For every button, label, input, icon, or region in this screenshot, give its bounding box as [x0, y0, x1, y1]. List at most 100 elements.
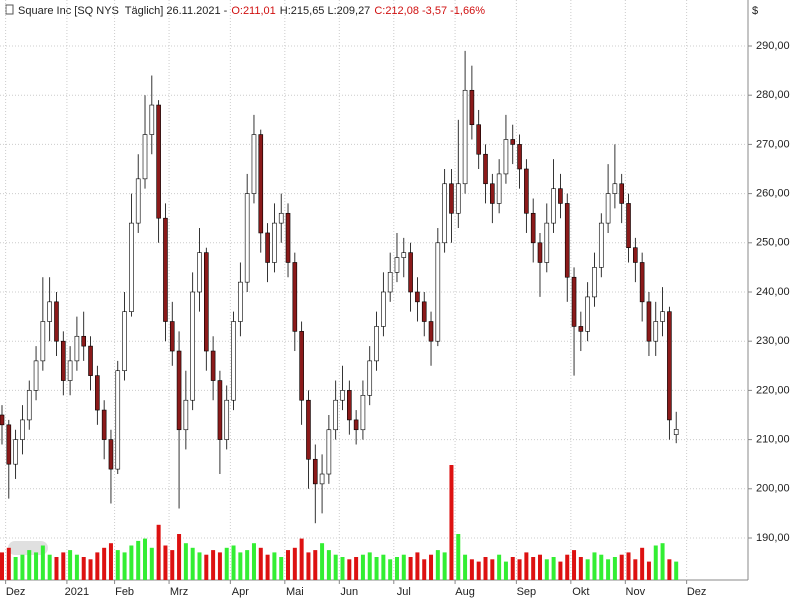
volume-bar: [490, 559, 495, 580]
candle-body: [578, 326, 584, 332]
header: Square Inc [SQ NYS Täglich] 26.11.2021 -…: [18, 5, 485, 17]
candle-body: [278, 212, 284, 224]
volume-bar: [292, 547, 297, 580]
volume-bar: [394, 557, 399, 580]
volume-bar: [129, 545, 134, 580]
volume-bar: [408, 557, 413, 580]
volume-bar: [565, 554, 570, 580]
volume-bar: [13, 557, 18, 580]
y-tick-label: 210,00: [756, 433, 790, 445]
header-title: Square Inc [SQ NYS Täglich] 26.11.2021 -: [18, 5, 228, 17]
y-tick-label: 190,00: [756, 532, 790, 544]
candle-body: [524, 168, 529, 214]
volume: [0, 465, 679, 580]
volume-bar: [483, 557, 488, 580]
volume-bar: [653, 545, 658, 580]
candle-body: [639, 262, 645, 303]
candle-body: [653, 321, 659, 342]
candle-body: [74, 335, 80, 362]
volume-bar: [429, 554, 434, 580]
candle-body: [626, 203, 631, 249]
candle-body: [251, 134, 257, 194]
candle-body: [149, 104, 155, 135]
volume-bar: [660, 543, 665, 580]
volume-bar: [211, 550, 216, 580]
volume-bar: [299, 538, 304, 580]
volume-bar: [272, 552, 277, 580]
volume-bar: [360, 554, 365, 580]
volume-bar: [74, 554, 79, 580]
candle-body: [176, 350, 182, 431]
labels: 190,00 200,00 210,00 220,00 230,00 240,00 250,…: [6, 40, 790, 598]
volume-bar: [367, 552, 372, 580]
volume-bar: [183, 543, 188, 580]
x-tick-label: Sep: [517, 586, 537, 598]
volume-bar: [640, 547, 645, 580]
candle-body: [244, 193, 250, 283]
volume-bar: [0, 552, 4, 580]
x-tick-label: Dez: [6, 586, 26, 598]
candle-body: [401, 252, 407, 258]
x-tick-label: Nov: [626, 586, 646, 598]
candle-body: [258, 134, 264, 234]
candle-body: [387, 272, 393, 293]
candle-body: [190, 291, 195, 401]
candle-body: [469, 89, 475, 126]
volume-bar: [667, 559, 672, 580]
volume-bar: [40, 545, 45, 580]
volume-bar: [619, 554, 624, 580]
volume-bar: [524, 552, 529, 580]
volume-bar: [326, 550, 331, 580]
volume-bar: [456, 534, 461, 580]
candle-body: [605, 193, 611, 224]
candle-body: [483, 153, 488, 185]
candle-body: [54, 301, 59, 342]
volume-bar: [258, 547, 263, 580]
volume-bar: [578, 557, 583, 580]
candle-body: [81, 335, 87, 347]
candle-body: [272, 222, 277, 263]
volume-bar: [340, 557, 345, 580]
volume-bar: [306, 552, 311, 580]
candle-body: [537, 242, 543, 263]
candle-body: [306, 399, 311, 460]
volume-bar: [136, 540, 141, 580]
candles: [0, 50, 679, 524]
volume-bar: [320, 543, 325, 580]
x-tick-label: Mai: [286, 586, 304, 598]
volume-bar: [469, 559, 474, 580]
volume-bar: [347, 559, 352, 580]
candle-body: [490, 183, 495, 204]
candle-body: [265, 232, 270, 263]
volume-bar: [333, 554, 338, 580]
volume-bar: [95, 552, 100, 580]
candle-body: [156, 104, 161, 219]
volume-bar: [190, 547, 195, 580]
volume-bar: [102, 547, 107, 580]
candle-body: [564, 203, 570, 278]
volume-bar: [646, 561, 651, 580]
volume-bar: [238, 552, 243, 580]
candle-body: [421, 301, 427, 322]
volume-bar: [449, 465, 454, 580]
grid: [0, 0, 752, 584]
volume-bar: [592, 552, 597, 580]
y-tick-label: 260,00: [756, 188, 790, 200]
volume-bar: [551, 557, 556, 580]
candle-body: [558, 188, 563, 204]
candle-body: [517, 144, 522, 170]
volume-bar: [6, 547, 11, 580]
candle-body: [667, 311, 672, 421]
watermark: [8, 541, 48, 555]
volume-bar: [115, 550, 120, 580]
volume-bar: [251, 543, 256, 580]
volume-bar: [20, 554, 25, 580]
candle-body: [510, 139, 516, 145]
candle-body: [476, 124, 482, 155]
candle-body: [231, 321, 236, 401]
candle-body: [619, 183, 625, 204]
candle-body: [585, 296, 590, 332]
candle-body: [333, 399, 338, 431]
volume-bar: [54, 557, 59, 580]
